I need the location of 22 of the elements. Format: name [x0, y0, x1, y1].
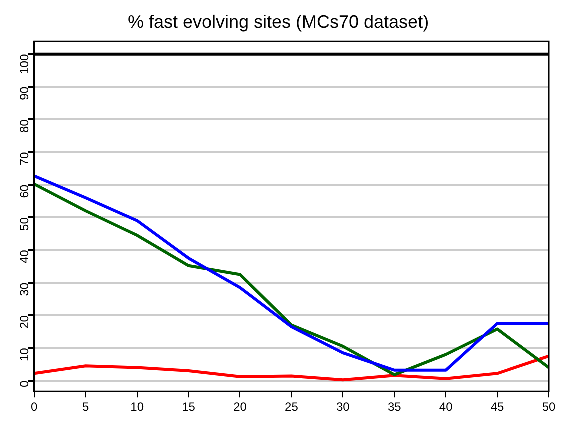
y-tick-label: 40 — [18, 250, 32, 264]
x-tick-label: 30 — [336, 400, 350, 414]
y-tick-label: 30 — [18, 282, 32, 296]
x-tick-label: 10 — [130, 400, 144, 414]
chart-title: % fast evolving sites (MCs70 dataset) — [128, 12, 430, 32]
y-tick-label: 70 — [18, 152, 32, 166]
y-tick-label: 80 — [18, 119, 32, 133]
x-tick-label: 40 — [439, 400, 454, 414]
y-tick-label: 20 — [18, 315, 32, 329]
y-tick-label: 10 — [18, 348, 32, 362]
y-tick-label: 0 — [18, 380, 32, 388]
x-tick-label: 25 — [285, 400, 299, 414]
y-tick-label: 50 — [18, 217, 32, 231]
x-tick-label: 5 — [82, 400, 90, 414]
y-tick-label: 100 — [18, 54, 32, 74]
y-tick-label: 60 — [18, 184, 32, 198]
x-tick-label: 15 — [182, 400, 196, 414]
y-tick-label: 90 — [18, 86, 32, 100]
x-tick-label: 50 — [542, 400, 556, 414]
x-tick-label: 20 — [234, 400, 248, 414]
x-tick-label: 45 — [490, 400, 505, 414]
x-tick-label: 35 — [388, 400, 402, 414]
